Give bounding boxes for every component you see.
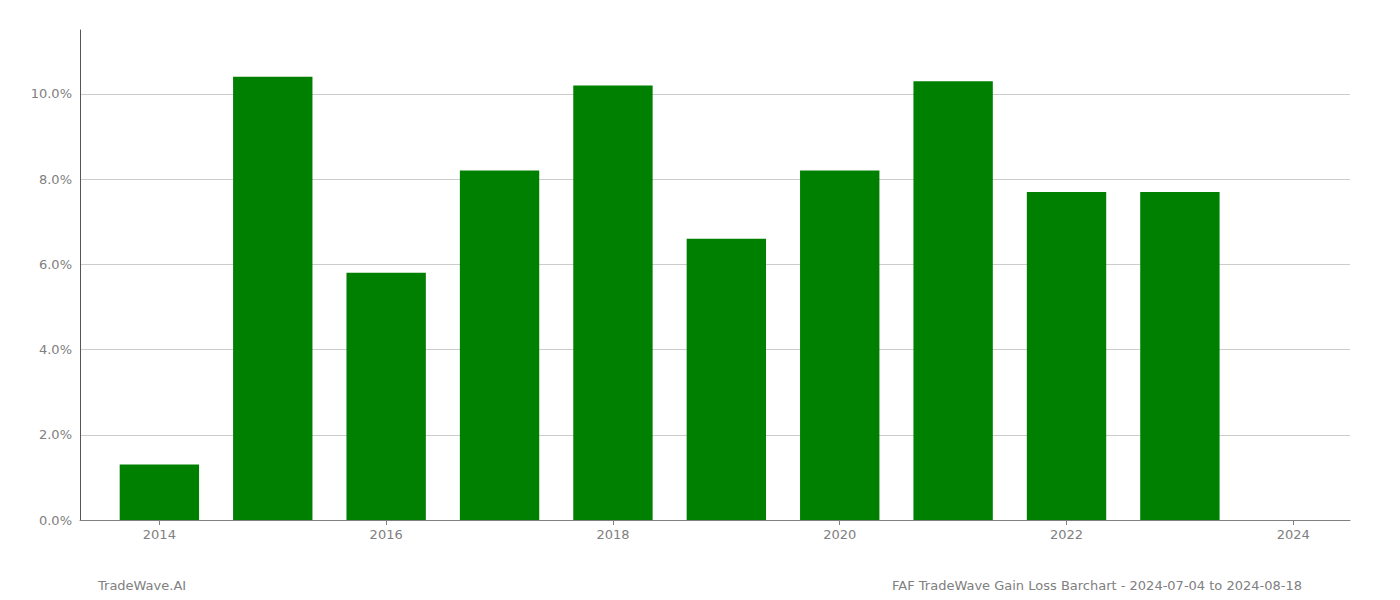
svg-text:2016: 2016 [370, 527, 403, 542]
svg-text:2022: 2022 [1050, 527, 1083, 542]
svg-text:TradeWave.AI: TradeWave.AI [97, 578, 186, 593]
svg-text:2.0%: 2.0% [39, 427, 72, 442]
svg-text:6.0%: 6.0% [39, 257, 72, 272]
svg-text:0.0%: 0.0% [39, 513, 72, 528]
svg-text:FAF TradeWave Gain Loss Barcha: FAF TradeWave Gain Loss Barchart - 2024-… [892, 578, 1302, 593]
svg-text:8.0%: 8.0% [39, 172, 72, 187]
svg-text:2020: 2020 [823, 527, 856, 542]
svg-text:2018: 2018 [596, 527, 629, 542]
svg-text:10.0%: 10.0% [31, 86, 72, 101]
svg-text:4.0%: 4.0% [39, 342, 72, 357]
svg-text:2024: 2024 [1277, 527, 1310, 542]
svg-text:2014: 2014 [143, 527, 176, 542]
